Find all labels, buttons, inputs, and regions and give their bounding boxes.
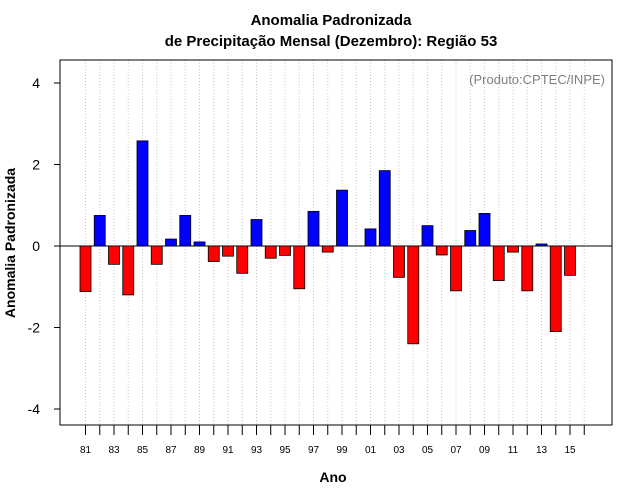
- x-tick-label: 99: [336, 445, 348, 456]
- bar-1994: [264, 245, 277, 259]
- bars: [79, 140, 576, 345]
- bar-1983: [108, 245, 120, 265]
- x-tick-label: 11: [508, 445, 519, 456]
- bar-1995: [279, 245, 291, 256]
- bar-1982: [93, 215, 106, 247]
- bar-1984: [122, 245, 135, 296]
- x-tick-label: 91: [222, 445, 234, 456]
- x-tick-label: 93: [251, 445, 263, 456]
- bar-2003: [393, 245, 405, 278]
- bar-2004: [407, 245, 420, 345]
- y-tick-label: -2: [28, 320, 41, 336]
- chart-title-line-2: de Precipitação Mensal (Dezembro): Regiã…: [165, 33, 498, 50]
- y-tick-label: 4: [32, 75, 40, 91]
- bar-2011: [507, 245, 519, 253]
- bar-2009: [478, 212, 491, 247]
- y-tick-label: -4: [28, 401, 41, 417]
- credit-text: (Produto:CPTEC/INPE): [469, 72, 605, 87]
- bar-1992: [236, 245, 249, 274]
- x-tick-label: 07: [450, 445, 462, 456]
- bar-1991: [222, 245, 234, 257]
- x-tick-label: 85: [137, 445, 149, 456]
- bar-1997: [307, 210, 320, 247]
- bar-2002: [378, 170, 391, 247]
- bar-1990: [207, 245, 220, 262]
- x-axis-label: Ano: [319, 469, 346, 485]
- bar-2015: [564, 245, 576, 276]
- bar-1999: [336, 189, 348, 247]
- vertical-gridlines: [85, 60, 585, 425]
- bar-2010: [492, 245, 505, 282]
- bar-2007: [450, 245, 462, 292]
- y-axis-label: Anomalia Padronizada: [2, 168, 18, 318]
- chart-title-line-1: Anomalia Padronizada: [251, 12, 413, 29]
- x-tick-label: 87: [165, 445, 177, 456]
- bar-2006: [435, 245, 448, 256]
- bar-1993: [250, 219, 263, 247]
- x-tick-label: 03: [393, 445, 405, 456]
- bar-2001: [364, 228, 377, 247]
- bar-1986: [150, 245, 163, 265]
- x-axis: 81 83 85 87 89 91 93 95 97 99 01 03 05 07 09 11 13 15: [80, 425, 585, 456]
- bar-1981: [79, 245, 92, 293]
- bar-1987: [165, 238, 177, 247]
- bar-2012: [521, 245, 534, 292]
- y-tick-label: 0: [32, 238, 40, 254]
- bar-1996: [293, 245, 306, 290]
- x-tick-label: 89: [194, 445, 206, 456]
- bar-1988: [179, 215, 192, 247]
- x-tick-label: 95: [279, 445, 291, 456]
- bar-2008: [464, 230, 477, 247]
- plot-frame: [59, 59, 613, 426]
- x-tick-label: 09: [479, 445, 491, 456]
- bar-2013: [535, 243, 548, 247]
- x-tick-label: 15: [564, 445, 576, 456]
- x-tick-label: 13: [536, 445, 548, 456]
- y-tick-label: 2: [32, 157, 40, 173]
- y-axis: 4 2 0 -2 -4: [28, 75, 60, 417]
- x-tick-label: 01: [365, 445, 377, 456]
- bar-2014: [549, 245, 562, 332]
- bar-1998: [321, 245, 334, 253]
- x-tick-label: 05: [422, 445, 434, 456]
- x-tick-label: 83: [108, 445, 120, 456]
- bar-1985: [136, 140, 149, 247]
- x-tick-label: 81: [80, 445, 92, 456]
- bar-1989: [193, 241, 206, 247]
- bar-2005: [421, 225, 434, 247]
- x-tick-label: 97: [308, 445, 320, 456]
